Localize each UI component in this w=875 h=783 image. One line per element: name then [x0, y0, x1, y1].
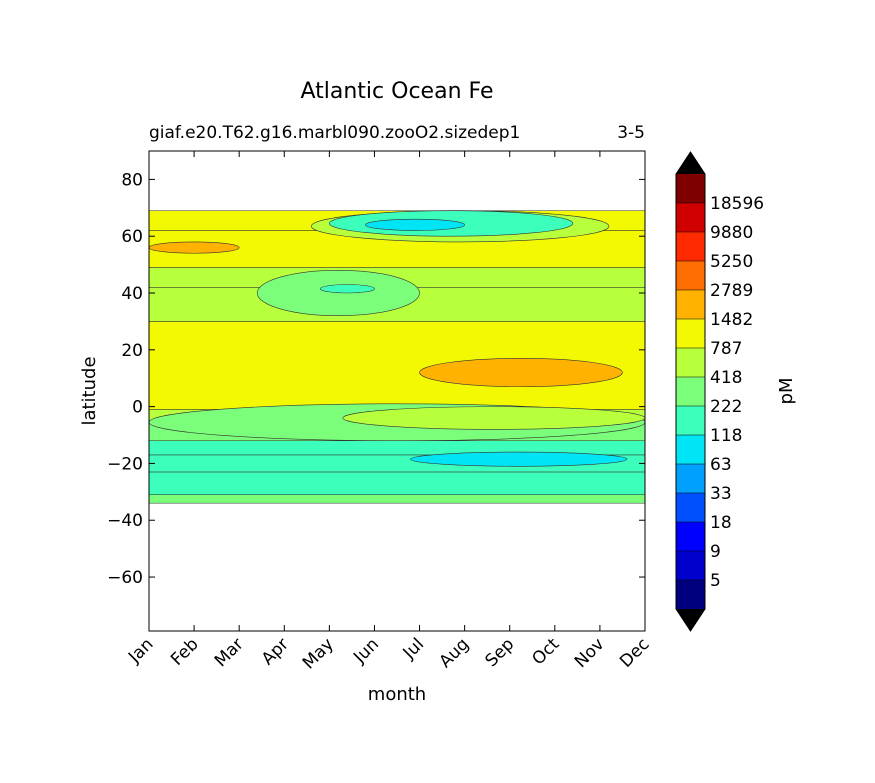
x-tick-label: Feb: [167, 634, 202, 669]
colorbar-segment: [676, 319, 705, 348]
y-tick-label: 0: [132, 398, 143, 418]
x-tick-label: Jul: [399, 634, 428, 663]
y-tick-label: 20: [121, 341, 143, 361]
colorbar-outline: [675, 151, 706, 632]
colorbar-level-label: 787: [710, 339, 742, 359]
colorbar-segment: [676, 580, 705, 609]
x-tick-label: Oct: [528, 634, 563, 669]
colorbar-extend-over: [676, 152, 705, 174]
patch-3: [320, 284, 375, 294]
patch-0: [419, 358, 623, 388]
band-0: [149, 494, 645, 504]
patch-7: [410, 451, 628, 467]
colorbar-segment: [676, 406, 705, 435]
colorbar-level-label: 222: [710, 397, 742, 417]
colorbar-level-label: 118: [710, 426, 742, 446]
x-tick-label: Mar: [211, 634, 248, 671]
colorbar-level-label: 9: [710, 542, 721, 562]
chart-subtitle-right: 3-5: [617, 123, 645, 143]
colorbar-segment: [676, 435, 705, 464]
colorbar-segment: [676, 203, 705, 232]
colorbar-segment: [676, 232, 705, 261]
y-tick-label: 40: [121, 284, 143, 304]
plot-fills: [149, 210, 645, 504]
y-axis: −60 −40 −20 0 20 40 60 80: [107, 170, 645, 588]
colorbar-segment: [676, 464, 705, 493]
colorbar-level-label: 1482: [710, 310, 753, 330]
colorbar-level-label: 5250: [710, 252, 753, 272]
band-1: [149, 471, 645, 495]
patch-9: [342, 406, 645, 430]
y-tick-label: −20: [107, 454, 143, 474]
patch-1: [149, 241, 240, 254]
x-tick-label: Nov: [571, 634, 609, 672]
plot-frame: [148, 150, 646, 632]
colorbar-segment: [676, 261, 705, 290]
chart-title: Atlantic Ocean Fe: [300, 79, 493, 104]
x-tick-label: Dec: [616, 634, 653, 671]
y-tick-label: −60: [107, 568, 143, 588]
x-tick-label: Jun: [349, 634, 383, 668]
patch-6: [365, 218, 465, 231]
colorbar-segment: [676, 551, 705, 580]
y-tick-label: −40: [107, 511, 143, 531]
colorbar: 5 9 18 33 63 118 222 418 787 1482 2789 5250 9880 1859…: [675, 151, 764, 632]
colorbar-level-label: 18596: [710, 194, 764, 214]
colorbar-level-label: 63: [710, 455, 732, 475]
x-tick-label: Aug: [436, 634, 474, 672]
colorbar-extend-under: [676, 609, 705, 631]
colorbar-level-label: 418: [710, 368, 742, 388]
x-axis-label: month: [368, 684, 426, 705]
colorbar-segment: [676, 377, 705, 406]
y-axis-label: latitude: [79, 356, 100, 425]
y-tick-label: 80: [121, 170, 143, 190]
colorbar-segment: [676, 348, 705, 377]
x-tick-label: Sep: [481, 634, 518, 671]
x-tick-label: Jan: [124, 634, 157, 667]
colorbar-label: pM: [776, 378, 797, 405]
y-tick-label: 60: [121, 227, 143, 247]
colorbar-level-label: 18: [710, 513, 732, 533]
x-tick-label: May: [299, 634, 338, 673]
colorbar-level-label: 33: [710, 484, 732, 504]
colorbar-segment: [676, 493, 705, 522]
chart-subtitle-left: giaf.e20.T62.g16.marbl090.zooO2.sizedep1: [149, 123, 520, 143]
colorbar-segment: [676, 522, 705, 551]
colorbar-segment: [676, 290, 705, 319]
colorbar-level-label: 2789: [710, 281, 753, 301]
colorbar-level-label: 5: [710, 571, 721, 591]
colorbar-segment: [676, 174, 705, 203]
colorbar-level-label: 9880: [710, 223, 753, 243]
x-tick-label: Apr: [258, 634, 293, 669]
